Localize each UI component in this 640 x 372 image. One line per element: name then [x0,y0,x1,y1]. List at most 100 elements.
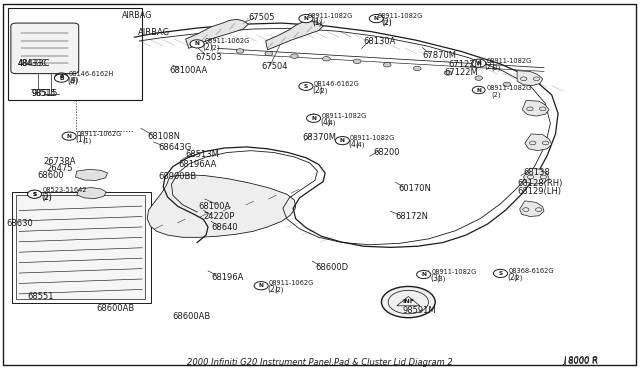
Text: N: N [374,16,379,21]
Text: B: B [60,76,63,81]
Text: 24220P: 24220P [204,212,235,221]
Text: B: B [60,74,63,79]
Text: (2): (2) [492,91,501,98]
Circle shape [54,74,68,82]
Circle shape [472,86,485,94]
Text: 68370M: 68370M [303,133,337,142]
Text: (2): (2) [492,64,501,71]
Polygon shape [522,100,549,116]
Polygon shape [520,201,544,217]
Circle shape [417,270,431,279]
FancyBboxPatch shape [12,192,151,303]
Circle shape [369,15,383,23]
Circle shape [28,190,41,198]
Text: J 8000 R: J 8000 R [563,356,598,365]
Circle shape [475,76,483,80]
Text: 0B146-6162G: 0B146-6162G [314,81,359,87]
Text: (3): (3) [430,274,441,283]
Text: (4): (4) [69,77,79,83]
Circle shape [472,59,486,67]
Text: 98515: 98515 [32,89,58,98]
Circle shape [236,49,244,53]
Text: 98591M: 98591M [403,306,436,315]
Circle shape [265,51,273,56]
Text: N: N [311,116,316,121]
Circle shape [307,114,321,122]
Text: (4): (4) [326,119,336,126]
Text: J 8000 R: J 8000 R [563,357,598,366]
FancyBboxPatch shape [11,23,79,74]
Circle shape [335,137,349,145]
Text: 68100AA: 68100AA [170,66,208,75]
Text: 48433C: 48433C [18,59,51,68]
Text: (4): (4) [349,140,360,149]
FancyBboxPatch shape [8,8,142,100]
Text: N: N [340,138,345,143]
Text: N: N [421,272,426,277]
Text: 26738A: 26738A [44,157,76,166]
Polygon shape [266,21,323,50]
Text: 68640: 68640 [211,223,238,232]
Text: 68108N: 68108N [147,132,180,141]
Circle shape [299,15,313,23]
Text: 08368-6162G: 08368-6162G [508,268,554,274]
Text: (2): (2) [383,20,392,26]
Text: 08911-1082G: 08911-1082G [486,58,532,64]
Text: 68600AB: 68600AB [96,304,134,313]
Circle shape [381,286,435,318]
Text: 08523-51642: 08523-51642 [42,187,87,193]
Text: (2): (2) [381,18,392,27]
Text: 67870M: 67870M [422,51,456,60]
Text: (4): (4) [355,142,365,148]
Text: (2): (2) [484,62,495,71]
Text: (2): (2) [274,287,284,294]
Circle shape [28,190,42,198]
Circle shape [503,82,511,87]
Text: 26475: 26475 [46,164,72,173]
Text: 08911-1082G: 08911-1082G [486,85,532,91]
Text: 68513M: 68513M [186,150,220,159]
Text: 68129(LH): 68129(LH) [517,187,561,196]
Text: (2): (2) [513,275,523,281]
Circle shape [62,132,76,140]
Text: 68100A: 68100A [198,202,230,211]
Text: 68138: 68138 [524,169,550,177]
Polygon shape [525,134,552,151]
Text: (2): (2) [42,195,52,201]
Text: 68172N: 68172N [395,212,428,221]
Text: 68196A: 68196A [211,273,244,282]
Text: N: N [195,41,200,46]
Text: 08911-1082G: 08911-1082G [307,13,353,19]
Circle shape [323,57,330,61]
Polygon shape [147,175,296,237]
Text: 68200: 68200 [373,148,399,157]
Text: (2): (2) [319,87,328,94]
Text: 67122M: 67122M [448,60,482,69]
Text: 67504: 67504 [261,62,287,71]
Text: 08911-1082G: 08911-1082G [378,13,423,19]
Text: 67122M: 67122M [445,68,479,77]
Text: 98515: 98515 [32,89,56,98]
FancyBboxPatch shape [16,195,145,299]
Text: 68900BB: 68900BB [159,172,197,181]
Text: N: N [476,87,481,93]
Circle shape [493,269,508,278]
Text: 68130A: 68130A [363,37,396,46]
Polygon shape [517,71,543,86]
Circle shape [254,282,268,290]
Text: S: S [499,271,502,276]
Text: N: N [67,134,72,139]
Polygon shape [186,19,248,48]
Text: S: S [304,84,308,89]
Circle shape [190,40,204,48]
Text: (2): (2) [210,45,220,51]
Text: 68600: 68600 [37,171,64,180]
Text: N: N [476,61,481,66]
Polygon shape [524,168,549,184]
Text: 67505: 67505 [248,13,275,22]
Text: 08911-1082G: 08911-1082G [321,113,367,119]
Text: (1): (1) [312,20,322,26]
Circle shape [413,66,421,71]
Text: (3): (3) [436,276,446,282]
Text: 08911-1082G: 08911-1082G [350,135,396,141]
